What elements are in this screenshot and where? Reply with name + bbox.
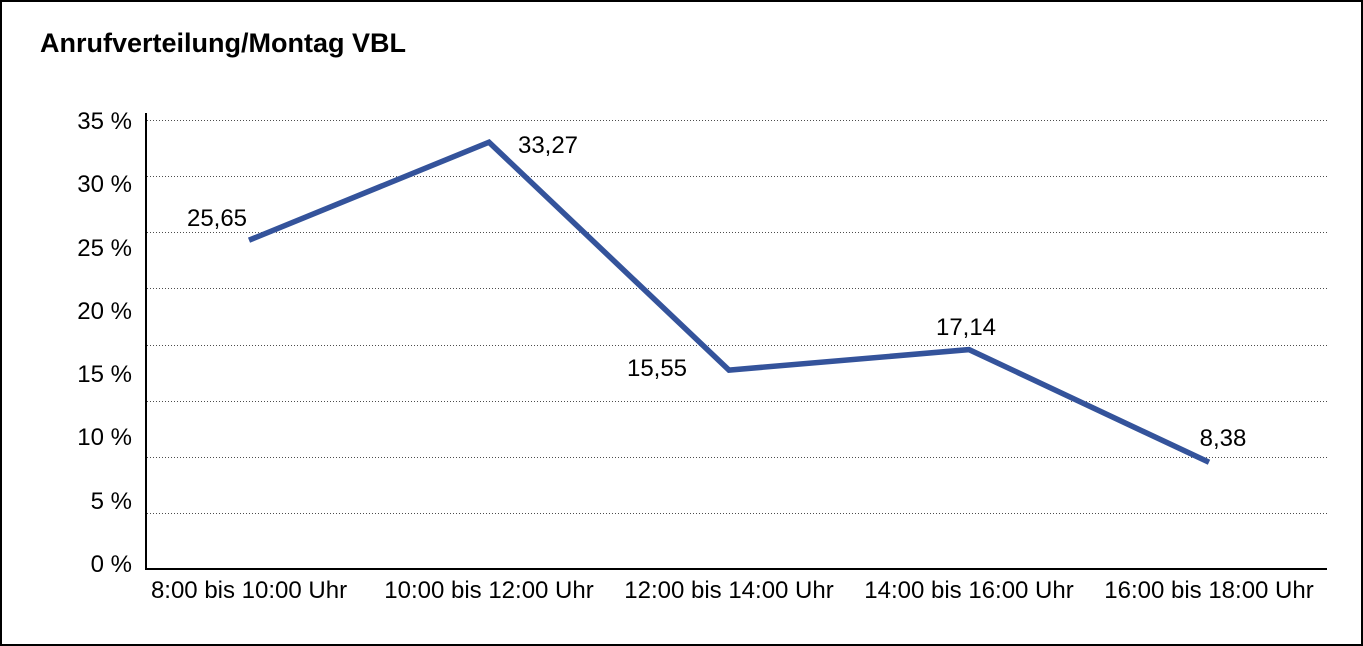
y-tick-label: 5 % [90, 487, 132, 515]
gridline [147, 232, 1327, 233]
gridline [147, 400, 1327, 402]
y-tick-label: 15 % [77, 361, 132, 389]
gridline [147, 344, 1327, 346]
x-category-label: 8:00 bis 10:00 Uhr [150, 577, 348, 604]
x-category-label: 10:00 bis 12:00 Uhr [384, 577, 594, 604]
x-category-label: 14:00 bis 16:00 Uhr [864, 577, 1074, 604]
y-tick-label: 10 % [77, 424, 132, 452]
line-chart-svg [247, 138, 1211, 465]
y-tick-label: 20 % [77, 297, 132, 325]
gridline [147, 288, 1327, 290]
value-label: 15,55 [626, 355, 688, 383]
data-line [247, 138, 1211, 465]
y-axis-line [145, 113, 147, 570]
y-tick-label: 0 % [90, 550, 132, 578]
gridline [147, 457, 1327, 458]
gridline [147, 513, 1327, 515]
x-category-label: 12:00 bis 14:00 Uhr [624, 577, 834, 604]
value-label: 25,65 [186, 205, 248, 233]
y-tick-label: 30 % [77, 171, 132, 199]
gridline [147, 119, 1327, 121]
value-label: 8,38 [1199, 425, 1247, 453]
x-category-label: 16:00 bis 18:00 Uhr [1104, 577, 1314, 604]
plot-area: 25,65 33,27 15,55 17,14 8,38 [145, 113, 1327, 570]
gridline [147, 175, 1327, 177]
value-label: 33,27 [517, 132, 579, 160]
y-tick-label: 25 % [77, 234, 132, 262]
y-tick-label: 35 % [77, 108, 132, 135]
chart-title: Anrufverteilung/Montag VBL [40, 28, 406, 58]
x-axis-line [145, 568, 1327, 570]
value-label: 17,14 [935, 313, 997, 341]
